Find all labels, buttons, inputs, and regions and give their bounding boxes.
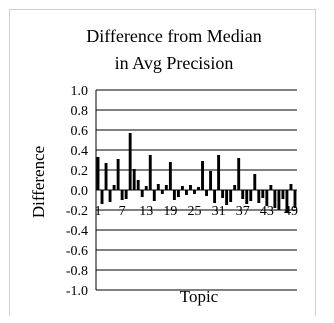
y-tick-label: -0.4	[66, 224, 88, 239]
bar	[172, 190, 176, 200]
x-tick-label: 49	[284, 204, 298, 219]
bar	[265, 190, 269, 206]
bar	[160, 190, 164, 194]
y-tick-label: -1.0	[66, 284, 88, 299]
bar	[241, 190, 245, 199]
y-tick-label: -0.2	[66, 204, 88, 219]
y-tick-label: -0.6	[66, 244, 88, 259]
bar	[144, 186, 148, 190]
chart-title-line1: Difference from Median	[86, 26, 262, 46]
bar	[180, 186, 184, 190]
bar	[168, 162, 172, 190]
y-tick-label: 0.4	[71, 144, 89, 159]
bar	[189, 185, 192, 190]
bar	[245, 190, 249, 204]
x-tick-label: 13	[139, 204, 153, 219]
x-tick-label: 25	[187, 204, 201, 219]
chart-frame: Difference from Median in Avg Precision …	[9, 9, 316, 316]
bar	[136, 180, 140, 190]
y-axis-label: Difference	[29, 146, 48, 218]
y-tick-labels: 1.0 0.8 0.6 0.4 0.2 0.0 -0.2 -0.4 -0.6 -0.8 -1.0	[66, 84, 88, 299]
bars	[96, 133, 297, 212]
y-tick-label: 0.0	[71, 184, 89, 199]
bar	[156, 184, 160, 190]
bar	[285, 190, 289, 212]
chart-title-line2: in Avg Precision	[115, 53, 234, 73]
bar	[120, 190, 124, 200]
chart-svg: Difference from Median in Avg Precision …	[29, 26, 298, 306]
bar	[205, 190, 208, 196]
x-tick-label: 31	[212, 204, 226, 219]
bar	[237, 158, 241, 190]
bar	[269, 185, 273, 190]
bar	[273, 190, 277, 208]
bar	[249, 190, 253, 201]
bar	[253, 174, 257, 190]
x-tick-labels: 1 7 13 19 25 31 37 43 49	[95, 204, 298, 219]
bar	[112, 185, 116, 190]
bar	[281, 190, 285, 199]
y-tick-label: 0.6	[71, 124, 89, 139]
x-tick-label: 43	[260, 204, 274, 219]
bar	[193, 190, 196, 194]
bar	[108, 190, 112, 202]
y-tick-label: 0.2	[71, 164, 89, 179]
bar	[140, 190, 144, 197]
bar	[289, 184, 293, 190]
bar	[225, 190, 229, 205]
bar	[116, 159, 120, 190]
bar	[213, 190, 217, 203]
bar	[104, 163, 108, 190]
bar	[100, 190, 104, 204]
bar	[152, 190, 156, 201]
y-tick-label: 1.0	[71, 84, 89, 99]
bar	[209, 171, 213, 190]
bar	[128, 133, 132, 190]
x-tick-label: 1	[95, 204, 102, 219]
bar	[261, 190, 265, 198]
bar	[124, 190, 128, 199]
bar	[233, 185, 237, 190]
bar	[201, 161, 204, 190]
x-axis-label: Topic	[180, 287, 219, 306]
bar	[132, 169, 136, 190]
x-tick-label: 7	[119, 204, 126, 219]
bar	[277, 190, 281, 210]
bar	[229, 190, 233, 202]
bar	[293, 190, 297, 208]
bar	[148, 155, 152, 190]
y-tick-label: 0.8	[71, 104, 89, 119]
bar	[221, 190, 225, 198]
x-tick-label: 19	[163, 204, 177, 219]
bar	[257, 190, 261, 203]
bar	[176, 190, 180, 197]
bar	[164, 185, 168, 190]
bar	[96, 157, 100, 190]
bar	[185, 190, 188, 195]
x-tick-label: 37	[236, 204, 250, 219]
y-tick-label: -0.8	[66, 264, 88, 279]
bar	[197, 187, 200, 190]
bar	[217, 155, 221, 190]
